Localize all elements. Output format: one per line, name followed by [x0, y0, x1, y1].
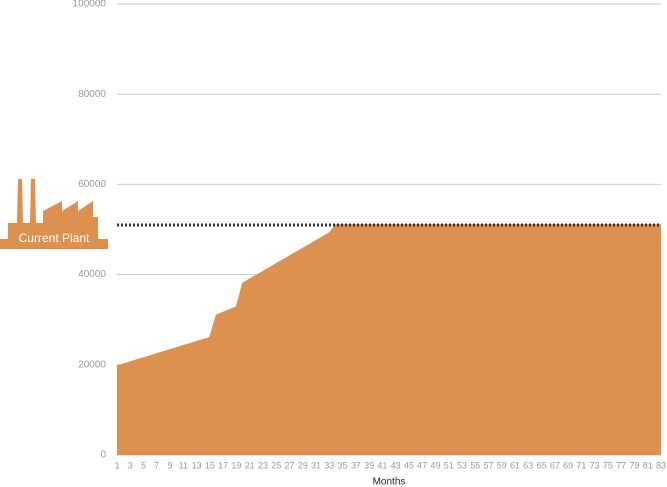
y-tick-label: 60000 [78, 179, 106, 190]
x-tick-label: 23 [258, 460, 268, 470]
x-tick-label: 47 [417, 460, 427, 470]
x-tick-label: 25 [271, 460, 281, 470]
x-tick-label: 67 [550, 460, 560, 470]
x-tick-label: 27 [284, 460, 294, 470]
x-tick-label: 43 [391, 460, 401, 470]
x-tick-label: 33 [324, 460, 334, 470]
x-tick-label: 41 [377, 460, 387, 470]
x-tick-label: 51 [444, 460, 454, 470]
x-tick-label: 3 [128, 460, 133, 470]
x-tick-label: 17 [218, 460, 228, 470]
x-tick-label: 69 [563, 460, 573, 470]
y-tick-label: 0 [100, 450, 106, 461]
x-tick-label: 37 [351, 460, 361, 470]
x-tick-label: 15 [205, 460, 215, 470]
x-tick-label: 53 [457, 460, 467, 470]
x-tick-label: 45 [404, 460, 414, 470]
x-tick-label: 7 [154, 460, 159, 470]
area-fill [117, 224, 661, 455]
x-tick-label: 73 [590, 460, 600, 470]
x-tick-label: 49 [430, 460, 440, 470]
x-tick-label: 29 [298, 460, 308, 470]
x-tick-label: 1 [114, 460, 119, 470]
x-tick-label: 77 [616, 460, 626, 470]
factory-icon: Current Plant [0, 178, 108, 249]
y-tick-label: 100000 [73, 0, 107, 10]
reference-label: Current Plant [19, 231, 90, 245]
x-tick-label: 75 [603, 460, 613, 470]
x-tick-label: 65 [537, 460, 547, 470]
x-tick-label: 63 [523, 460, 533, 470]
x-tick-label: 59 [497, 460, 507, 470]
x-axis-label: Months [373, 477, 406, 487]
y-tick-label: 20000 [78, 359, 106, 370]
x-tick-label: 71 [576, 460, 586, 470]
y-tick-label: 80000 [78, 89, 106, 100]
x-tick-label: 9 [168, 460, 173, 470]
x-tick-label: 61 [510, 460, 520, 470]
x-tick-label: 19 [231, 460, 241, 470]
x-tick-label: 81 [643, 460, 653, 470]
factory-shape [0, 178, 108, 249]
y-tick-label: 40000 [78, 269, 106, 280]
x-tick-label: 5 [141, 460, 146, 470]
x-tick-label: 31 [311, 460, 321, 470]
x-tick-label: 35 [338, 460, 348, 470]
x-tick-label: 21 [245, 460, 255, 470]
x-tick-label: 83 [656, 460, 666, 470]
x-tick-label: 55 [470, 460, 480, 470]
x-tick-label: 57 [484, 460, 494, 470]
x-tick-label: 79 [629, 460, 639, 470]
x-tick-label: 11 [179, 460, 188, 470]
x-tick-label: 39 [364, 460, 374, 470]
x-tick-label: 13 [192, 460, 202, 470]
